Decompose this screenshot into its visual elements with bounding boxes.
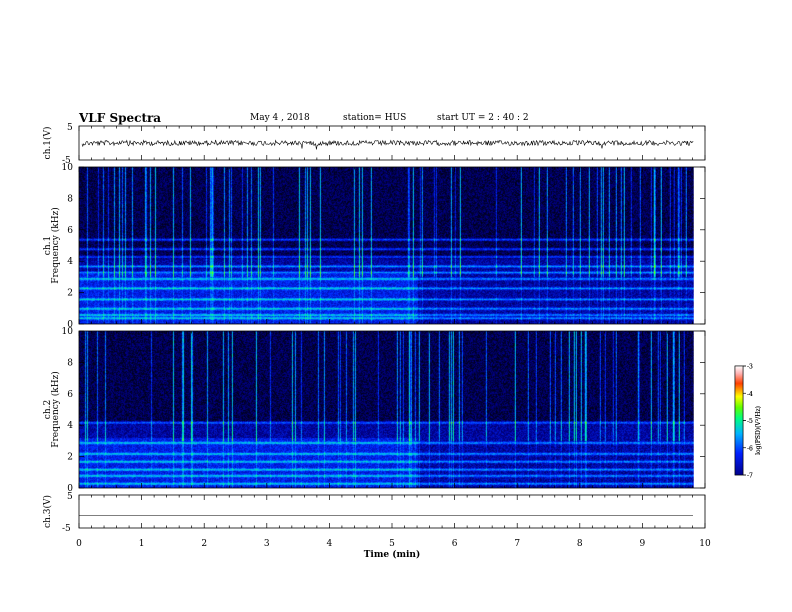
station-label: station= HUS [343, 113, 407, 123]
figure-title: VLF Spectra [79, 111, 162, 125]
x-tick-label: 9 [640, 539, 646, 549]
y-axis-frequency-label: Frequency (kHz) [50, 207, 61, 284]
colorbar-label: log(PSD)(V²/Hz) [755, 406, 762, 455]
y-tick-label: 0 [67, 320, 73, 330]
x-tick-label: 8 [577, 539, 583, 549]
y-tick-label: 5 [67, 492, 73, 502]
colorbar-tick-label: -5 [747, 418, 753, 425]
date-label: May 4 , 2018 [250, 113, 310, 123]
y-tick-label: 2 [67, 453, 73, 463]
colorbar-tick-label: -7 [747, 473, 753, 480]
y-tick-label: 2 [67, 289, 73, 299]
y-tick-label: 10 [62, 163, 74, 173]
x-tick-label: 10 [699, 539, 711, 549]
x-tick-label: 3 [264, 539, 270, 549]
colorbar-tick-label: -4 [747, 391, 753, 398]
y-tick-label: 4 [67, 257, 73, 267]
colorbar-tick-label: -6 [747, 445, 753, 452]
y-axis-label: ch.1(V) [42, 127, 53, 160]
waveform-panel-waveform-ch3: 5 -5 ch.3(V) [42, 492, 706, 534]
x-axis-label: Time (min) [364, 549, 421, 560]
y-axis-channel-label: ch.1 [43, 236, 53, 255]
x-tick-label: 0 [76, 539, 82, 549]
spectrogram-image [79, 167, 694, 324]
x-tick-label: 5 [389, 539, 395, 549]
y-tick-label: 8 [67, 194, 73, 204]
y-tick-label: -5 [62, 524, 71, 534]
x-tick-label: 2 [201, 539, 207, 549]
colorbar-label: log(PSD)(V²/Hz) [755, 406, 762, 455]
y-tick-label: 5 [67, 123, 73, 133]
start-time-label: start UT = 2 : 40 : 2 [437, 113, 529, 123]
colorbar [734, 365, 744, 476]
x-tick-label: 4 [327, 539, 333, 549]
y-axis-label: ch.3(V) [42, 495, 53, 528]
plot-frame [78, 494, 706, 529]
spectrogram-image [79, 331, 694, 488]
waveform-panel-waveform-ch1: 5 -5 ch.1(V) [42, 123, 706, 166]
colorbar-tick-label: -3 [747, 364, 753, 371]
colorbar-tick-label: -7 [747, 473, 753, 480]
x-tick-label: 7 [514, 539, 520, 549]
x-tick-label: 6 [452, 539, 458, 549]
y-axis-frequency-label: Frequency (kHz) [50, 371, 61, 448]
colorbar-tick-label: -5 [747, 418, 753, 425]
y-axis-channel-label: ch.2 [43, 400, 53, 419]
colorbar-tick-label: -6 [747, 445, 753, 452]
y-tick-label: 10 [62, 327, 74, 337]
x-tick-label: 1 [139, 539, 145, 549]
y-tick-label: -5 [62, 156, 71, 166]
y-tick-label: 6 [67, 390, 73, 400]
colorbar-tick-label: -3 [747, 364, 753, 371]
waveform-line [81, 139, 694, 150]
y-tick-label: 6 [67, 226, 73, 236]
y-tick-label: 0 [67, 484, 73, 494]
y-tick-label: 8 [67, 358, 73, 368]
y-tick-label: 4 [67, 421, 73, 431]
colorbar-tick-label: -4 [747, 391, 753, 398]
